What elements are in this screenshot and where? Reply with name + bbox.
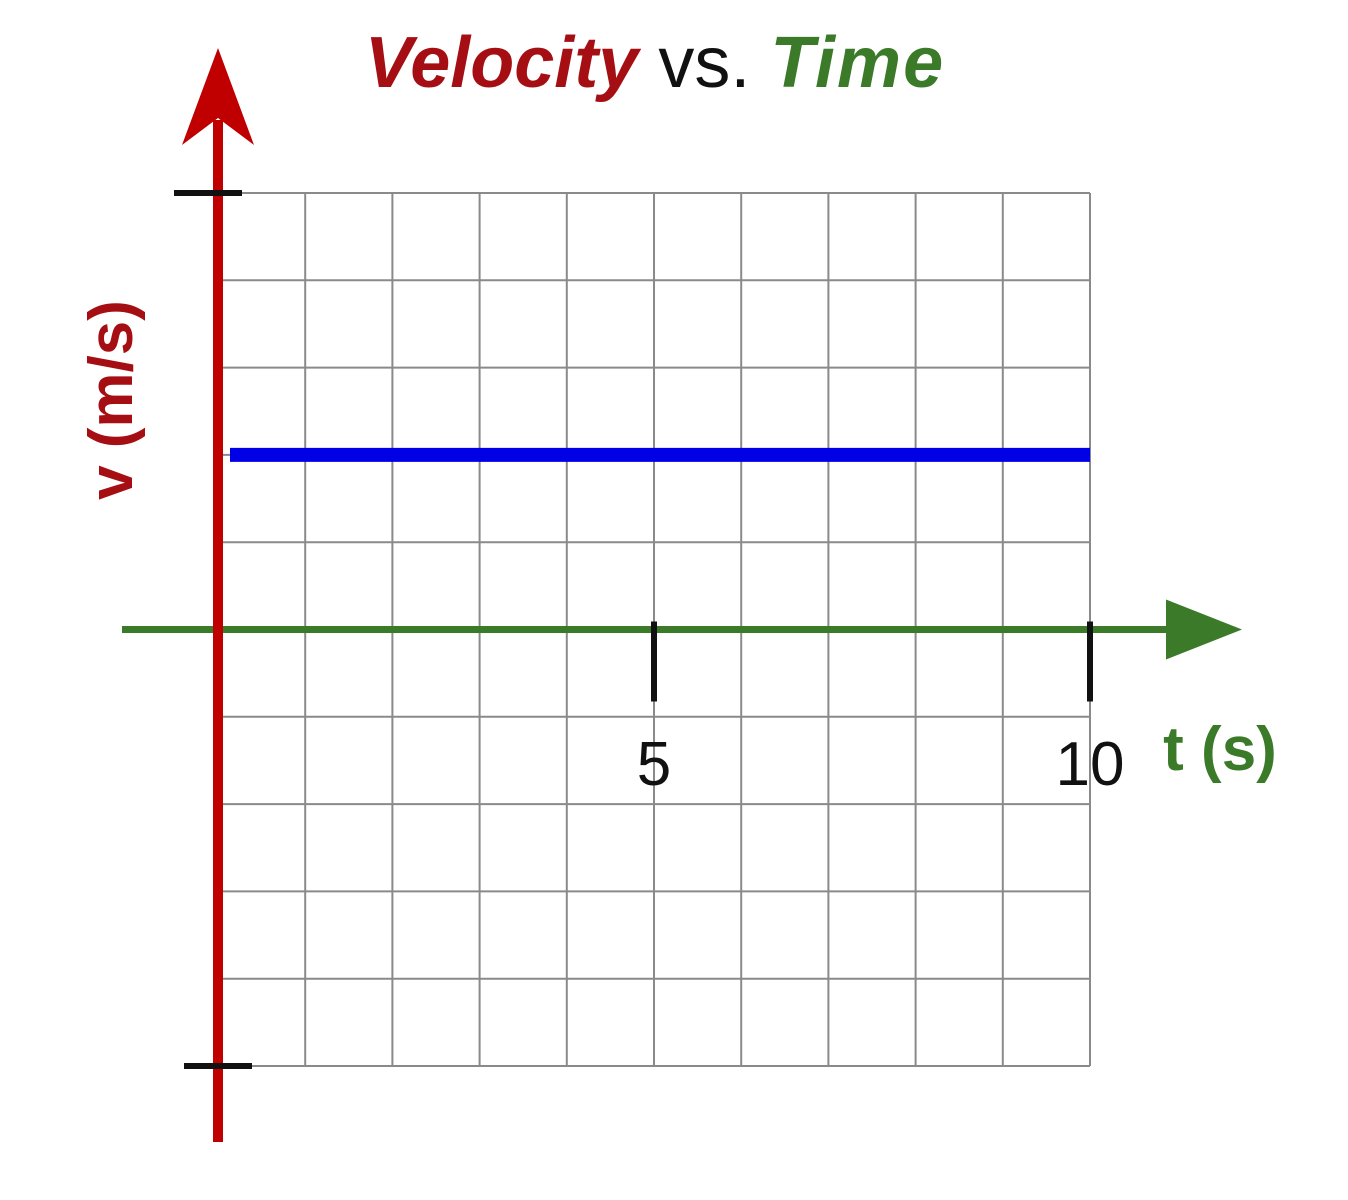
velocity-axis-arrowhead xyxy=(182,48,254,145)
chart-title: Velocity vs. Time xyxy=(0,22,1310,104)
title-vs: vs. xyxy=(658,23,751,103)
time-axis-label: t (s) xyxy=(1163,715,1277,784)
time-axis-ticks: 5 10 xyxy=(637,621,1125,799)
title-time: Time xyxy=(770,23,946,103)
velocity-axis-label: v (m/s) xyxy=(77,300,146,500)
time-tick-label-10: 10 xyxy=(1056,730,1125,799)
time-axis-arrowhead xyxy=(1166,599,1242,660)
title-velocity: Velocity xyxy=(364,23,639,103)
time-tick-label-5: 5 xyxy=(637,730,671,799)
